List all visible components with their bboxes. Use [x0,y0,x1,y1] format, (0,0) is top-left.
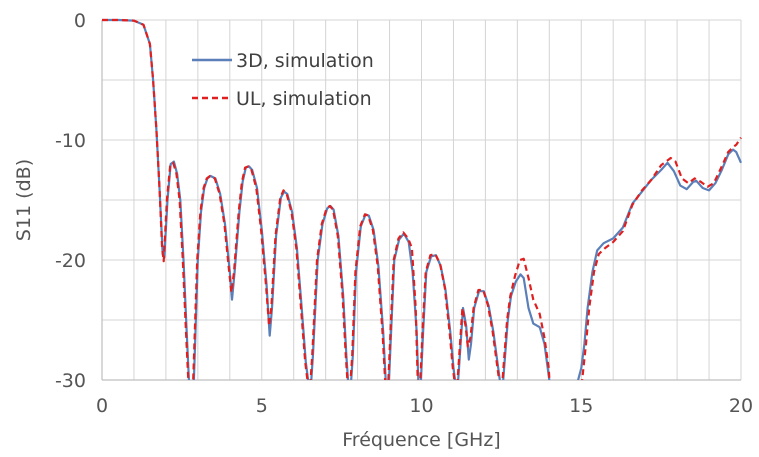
x-tick-label: 5 [256,395,268,417]
y-tick-label: 0 [74,10,86,32]
y-tick-label: -20 [55,250,86,272]
legend-label-ul: UL, simulation [236,88,372,110]
x-tick-label: 20 [729,395,753,417]
x-axis-label: Fréquence [GHz] [342,429,500,451]
x-tick-label: 15 [569,395,593,417]
legend: 3D, simulation UL, simulation [192,50,374,110]
grid [101,19,742,381]
y-axis-label: S11 (dB) [13,159,35,241]
legend-label-3d: 3D, simulation [236,50,374,72]
y-tick-label: -10 [55,130,86,152]
x-tick-label: 10 [409,395,433,417]
series-line-1 [102,18,742,380]
y-tick-label: -30 [55,370,86,392]
tick-labels: 0 5 10 15 20 0 -10 -20 -30 [55,10,753,417]
plot-area [102,18,743,380]
x-tick-label: 0 [96,395,108,417]
